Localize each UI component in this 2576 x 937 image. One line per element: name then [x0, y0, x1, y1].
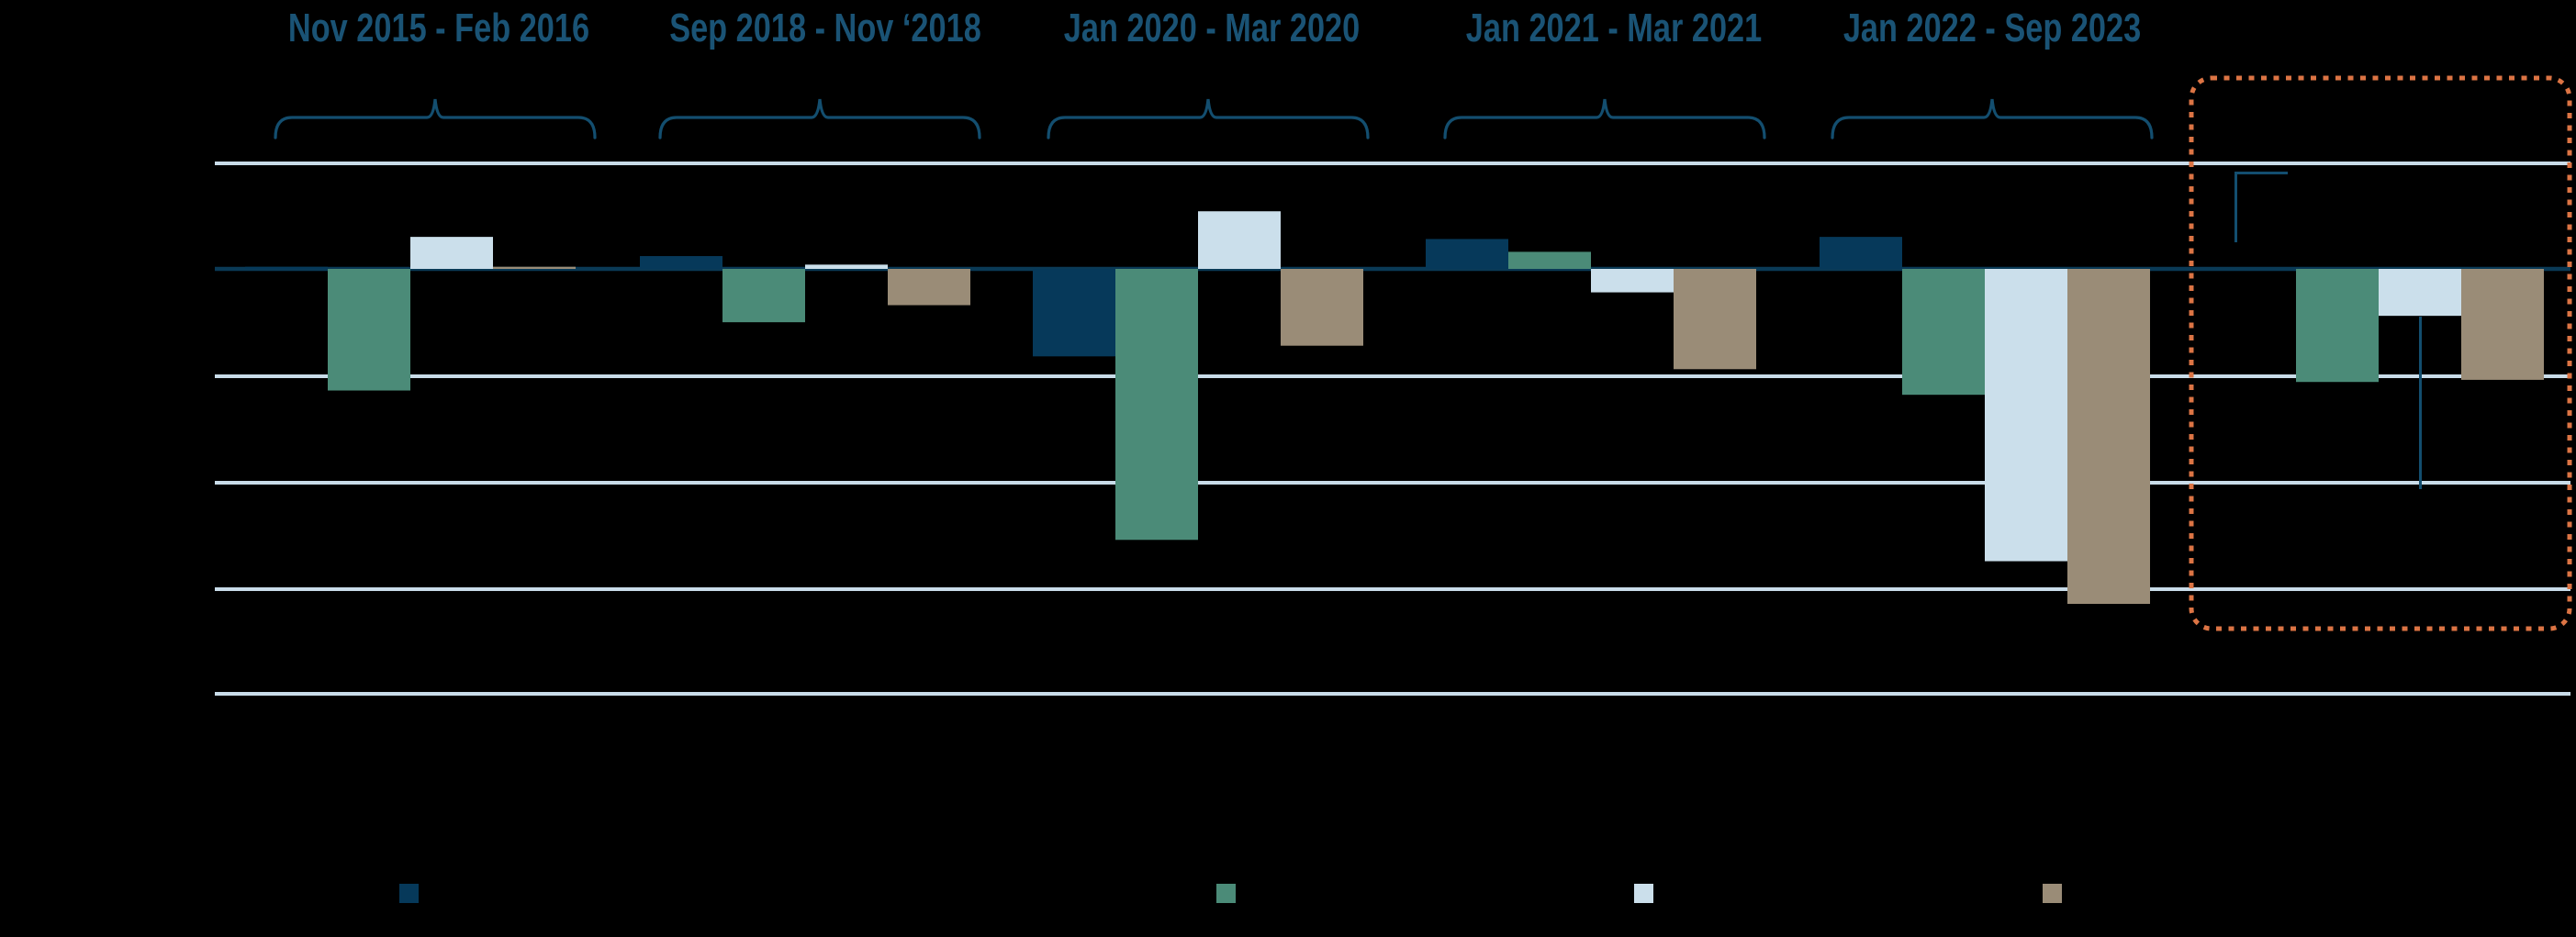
legend-swatch-navy: [399, 884, 419, 903]
annotation-leader-line: [2419, 317, 2422, 489]
bar-tan-group-2: [888, 269, 970, 306]
bar-tan-group-1: [493, 266, 576, 269]
brace-2: [658, 98, 981, 139]
bar-green-group-5: [1902, 269, 1985, 396]
bar-tan-group-6: [2461, 269, 2544, 380]
brace-5: [1831, 98, 2154, 139]
bar-green-group-3: [1115, 269, 1198, 541]
gridline-3: [215, 587, 2570, 591]
bar-navy-group-5: [1820, 237, 1902, 269]
bar-green-group-6: [2296, 269, 2379, 383]
period-label-1: Nov 2015 - Feb 2016: [287, 6, 590, 50]
period-label-2: Sep 2018 - Nov ‘2018: [669, 6, 981, 50]
legend-swatch-light-blue: [1634, 884, 1653, 903]
bar-light-blue-group-2: [805, 264, 888, 269]
bar-navy-group-4: [1426, 239, 1508, 269]
bar-tan-group-5: [2067, 269, 2150, 605]
bar-navy-group-1: [245, 266, 328, 269]
bar-light-blue-group-4: [1591, 269, 1674, 293]
bar-navy-group-2: [640, 256, 722, 269]
gridline-2: [215, 481, 2570, 485]
period-label-4: Jan 2021 - Mar 2021: [1465, 6, 1763, 50]
bar-light-blue-group-5: [1985, 269, 2067, 562]
bar-light-blue-group-1: [410, 237, 493, 269]
period-label-3: Jan 2020 - Mar 2020: [1063, 6, 1361, 50]
highlight-box: [2189, 75, 2572, 631]
legend-swatch-tan: [2043, 884, 2062, 903]
brace-4: [1443, 98, 1766, 139]
zero-axis-line: [215, 266, 2570, 272]
bar-green-group-4: [1508, 251, 1591, 269]
bar-green-group-1: [328, 269, 410, 391]
period-label-5: Jan 2022 - Sep 2023: [1842, 6, 2142, 50]
bar-green-group-2: [722, 269, 805, 323]
bar-light-blue-group-6: [2379, 269, 2461, 317]
annotation-elbow-vertical: [2234, 172, 2237, 242]
gridline-1: [215, 374, 2570, 378]
legend-swatch-green: [1216, 884, 1236, 903]
gridline-4: [215, 692, 2570, 696]
brace-1: [274, 98, 597, 139]
brace-3: [1047, 98, 1370, 139]
bar-tan-group-4: [1674, 269, 1756, 370]
bar-tan-group-3: [1281, 269, 1363, 346]
annotation-elbow-horizontal: [2234, 172, 2288, 174]
gridline-0: [215, 162, 2570, 165]
bar-navy-group-3: [1033, 269, 1115, 357]
bar-light-blue-group-3: [1198, 211, 1281, 269]
